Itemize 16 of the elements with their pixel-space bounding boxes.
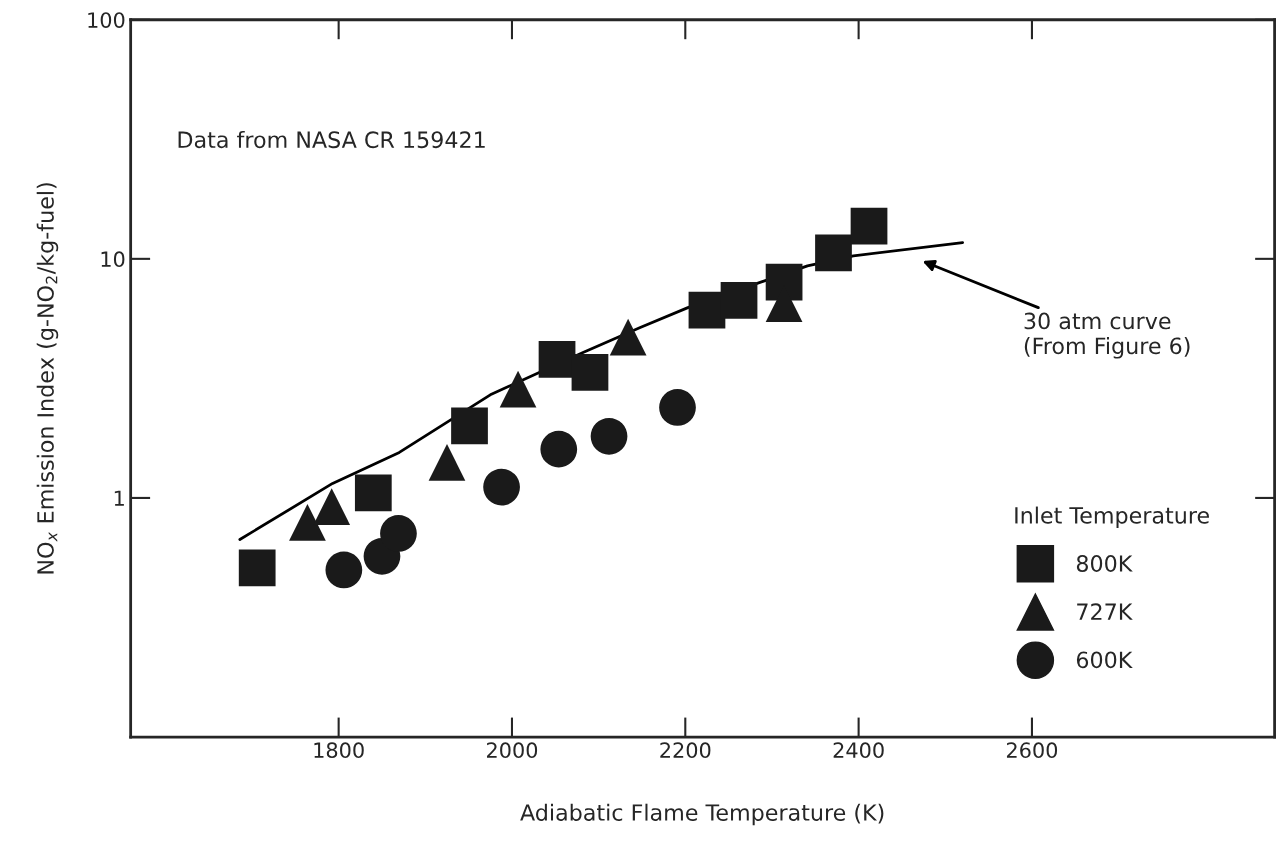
y-axis-title: NO$_{x}$ Emission Index (g-NO$_{2}$/kg-fuel) [36,183,59,574]
legend-title: Inlet Temperature [1015,506,1209,529]
x-tick-label: 1800 [314,742,364,759]
y-tick-label: 10 [101,251,125,268]
annotation: 30 atm curve (From Figure 6) [1024,312,1190,359]
legend-label: 727K [1077,603,1133,620]
legend-label: 600K [1076,651,1133,669]
y-tick-label: 1 [114,490,124,506]
x-axis-title: Adiabatic Flame Temperature (K) [520,803,884,826]
annotation: Data from NASA CR 159421 [178,130,485,149]
x-tick-label: 2400 [833,742,884,759]
y-tick-label: 100 [88,12,125,28]
x-tick-label: 2600 [1006,742,1058,759]
x-tick-label: 2000 [486,742,538,759]
legend-label: 800K [1076,555,1133,572]
x-tick-label: 2200 [660,742,711,759]
